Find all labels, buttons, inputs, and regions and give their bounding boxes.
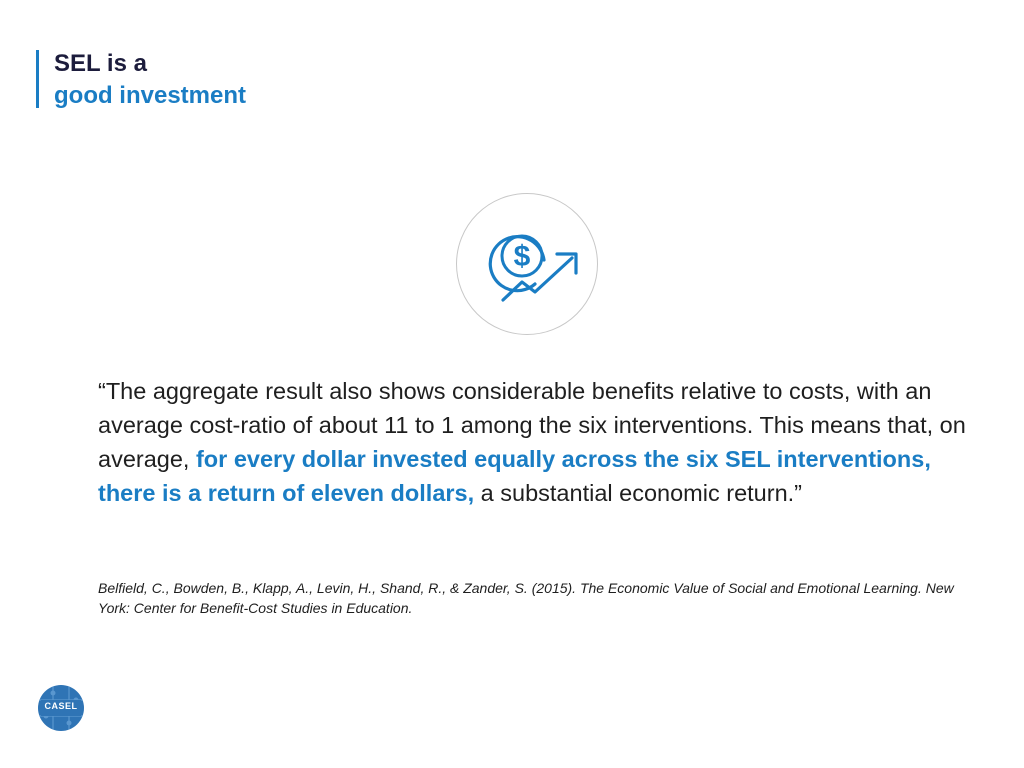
title-line-2: good investment [54, 82, 247, 109]
title-line-1: SEL is a [54, 50, 147, 77]
logo-text: CASEL [44, 701, 78, 711]
quote-part-1: “The aggregate result also shows conside… [98, 378, 966, 472]
slide-title: SEL is a good investment [54, 48, 246, 112]
dollar-growth-icon: $ [488, 234, 578, 302]
quote-text: “The aggregate result also shows conside… [98, 374, 988, 510]
casel-logo: CASEL [38, 685, 84, 731]
citation: Belfield, C., Bowden, B., Klapp, A., Lev… [98, 580, 954, 616]
quote-part-2: a substantial economic return.” [474, 480, 802, 506]
title-accent-bar [36, 50, 39, 108]
quote-highlight: for every dollar invested equally across… [98, 446, 931, 506]
puzzle-pattern-icon [38, 685, 84, 731]
dollar-glyph: $ [514, 240, 531, 273]
icon-circle: $ [456, 193, 598, 335]
